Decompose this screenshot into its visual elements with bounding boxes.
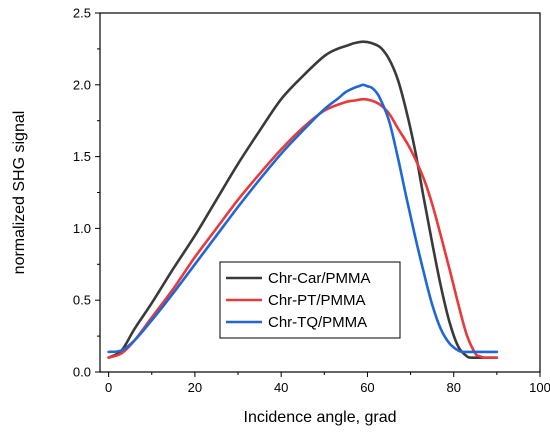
legend-label-chr-tq-pmma: Chr-TQ/PMMA: [268, 314, 367, 331]
y-tick-label: 0.0: [73, 365, 91, 380]
x-axis-ticks: 0 20 40 60 80 100: [105, 372, 550, 395]
series-line-chr-car-pmma: [107, 40, 499, 360]
legend-label-chr-pt-pmma: Chr-PT/PMMA: [268, 292, 366, 309]
x-axis-label: Incidence angle, grad: [244, 409, 397, 426]
y-axis-label: normalized SHG signal: [11, 111, 28, 275]
x-tick-label: 20: [188, 380, 202, 395]
x-tick-label: 100: [529, 380, 550, 395]
y-tick-label: 2.5: [73, 6, 91, 21]
series-line-chr-tq-pmma: [107, 83, 499, 354]
legend-label-chr-car-pmma: Chr-Car/PMMA: [268, 270, 371, 287]
series-line-chr-pt-pmma: [107, 97, 499, 360]
x-tick-label: 40: [274, 380, 288, 395]
legend: Chr-Car/PMMA Chr-PT/PMMA Chr-TQ/PMMA: [219, 261, 401, 339]
y-tick-label: 0.5: [73, 293, 91, 308]
y-tick-label: 1.5: [73, 149, 91, 164]
y-axis-ticks: 0.0 0.5 1.0 1.5 2.0 2.5: [73, 6, 100, 380]
x-tick-label: 80: [446, 380, 460, 395]
series-layer: [107, 40, 499, 360]
y-tick-label: 2.0: [73, 77, 91, 92]
x-tick-label: 60: [360, 380, 374, 395]
x-tick-label: 0: [105, 380, 112, 395]
y-tick-label: 1.0: [73, 221, 91, 236]
